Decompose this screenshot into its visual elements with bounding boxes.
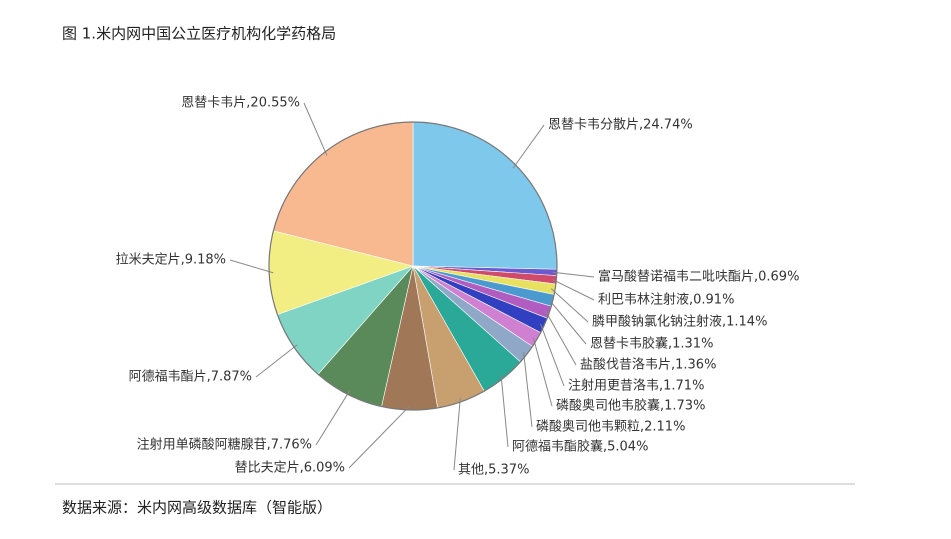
leader-line: [532, 337, 553, 407]
data-label: 其他,5.37%: [458, 463, 529, 478]
data-label: 替比夫定片,6.09%: [235, 461, 345, 476]
leader-line: [548, 299, 587, 345]
data-label: 注射用更昔洛韦,1.71%: [568, 378, 704, 394]
data-label: 恩替卡韦片,20.55%: [181, 96, 300, 111]
leader-line: [545, 310, 577, 366]
source: 数据来源：米内网高级数据库（智能版）: [62, 499, 332, 517]
leader-line: [552, 271, 595, 278]
leader-line: [550, 288, 589, 323]
leader-line: [552, 279, 595, 301]
data-label: 恩替卡韦胶囊,1.31%: [590, 336, 713, 352]
data-label: 磷酸奥司他韦胶囊,1.73%: [556, 398, 705, 414]
data-label: 阿德福韦酯片,7.87%: [129, 370, 252, 385]
data-label: 利巴韦林注射液,0.91%: [598, 292, 734, 308]
leader-line: [512, 124, 545, 169]
chart-title: 图 1.米内网中国公立医疗机构化学药格局: [62, 25, 336, 43]
leader-line: [315, 390, 351, 446]
data-label: 注射用单磷酸阿糖腺苷,7.76%: [137, 437, 312, 453]
data-label: 恩替卡韦分散片,24.74%: [548, 118, 693, 133]
data-label: 膦甲酸钠氯化钠注射液,1.14%: [592, 314, 767, 330]
slice: [412, 121, 558, 270]
leader-line: [348, 405, 410, 469]
leader-line: [500, 374, 509, 448]
leader-line: [229, 259, 274, 274]
data-label: 盐酸伐昔洛韦片,1.36%: [580, 358, 716, 373]
data-label: 拉米夫定片,9.18%: [116, 253, 226, 268]
pie-rim: [268, 121, 558, 411]
leader-line: [540, 323, 565, 387]
leader-line: [255, 344, 298, 378]
data-label: 磷酸奥司他韦颗粒,2.11%: [536, 420, 685, 435]
data-label: 富马酸替诺福韦二吡呋酯片,0.69%: [598, 269, 799, 285]
leader-line: [523, 351, 533, 428]
leader-line: [453, 397, 461, 471]
data-label: 阿德福韦酯胶囊,5.04%: [512, 439, 648, 455]
leader-line: [303, 102, 328, 156]
